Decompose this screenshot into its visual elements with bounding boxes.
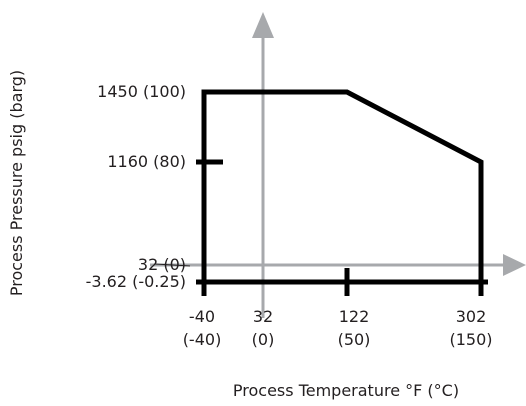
x-tick-label: -40: [189, 307, 215, 326]
x-tick-label: 302: [456, 307, 487, 326]
x-tick-sublabel: (0): [252, 330, 275, 349]
x-tick-sublabel: (-40): [183, 330, 222, 349]
y-tick-label: 1450 (100): [97, 82, 186, 101]
x-tick-label: 122: [339, 307, 370, 326]
tick-labels: 1450 (100) 1160 (80) 32 (0) -3.62 (-0.25)-4…: [86, 82, 493, 349]
y-tick-label: -3.62 (-0.25): [86, 272, 186, 291]
y-axis-title: Process Pressure psig (barg): [7, 70, 26, 296]
x-tick-sublabel: (150): [449, 330, 492, 349]
y-tick-label: 1160 (80): [107, 152, 186, 171]
y-label-leader: [154, 263, 191, 267]
axes-layer: [150, 12, 526, 318]
boundary-line-0: [201, 89, 484, 285]
operating-boundary: [196, 89, 488, 285]
tick-marks: [196, 159, 484, 296]
x-tick-sublabel: (50): [338, 330, 371, 349]
x-axis-arrow: [503, 254, 526, 276]
x-tick-label: 32: [253, 307, 273, 326]
y-axis-arrow: [252, 12, 274, 38]
x-axis-title: Process Temperature °F (°C): [233, 381, 459, 400]
